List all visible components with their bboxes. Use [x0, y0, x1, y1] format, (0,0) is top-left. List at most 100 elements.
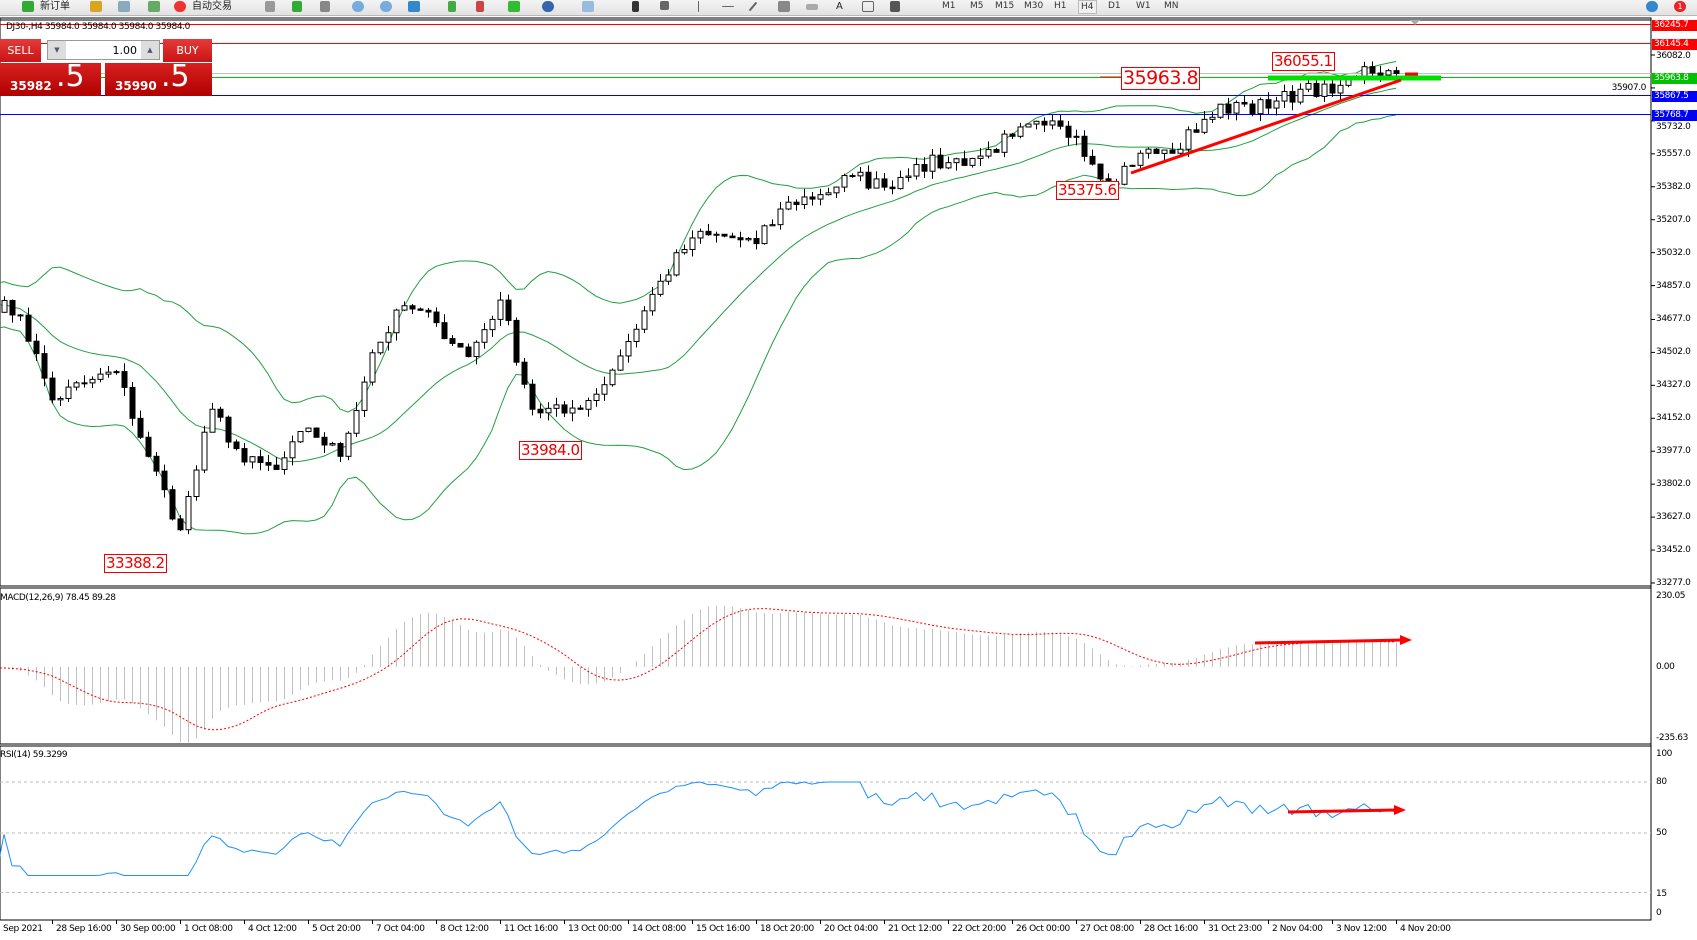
chart-title: DJ30-,H4 35984.0 35984.0 35984.0 35984.0	[6, 22, 190, 32]
chart-shift-icon[interactable]	[448, 1, 456, 12]
candle	[761, 225, 768, 245]
time-axis-label: 2 Nov 04:00	[1272, 924, 1323, 934]
red-trendline	[1130, 78, 1402, 175]
annotation-low-mid[interactable]: 33984.0	[519, 441, 582, 460]
sell-price-box[interactable]: 35982 .5	[0, 59, 101, 96]
candle	[121, 371, 128, 388]
candle	[1041, 120, 1048, 126]
price-axis-label: 34857.0	[1656, 280, 1691, 291]
annotation-swing-low[interactable]: 35375.6	[1056, 181, 1119, 200]
candle	[1161, 149, 1168, 154]
line-chart-icon[interactable]	[320, 1, 330, 12]
notifications-icon[interactable]: 1	[1674, 1, 1686, 12]
new-order-icon[interactable]	[22, 1, 34, 12]
timeframe-h4[interactable]: H4	[1078, 0, 1097, 14]
candle	[377, 341, 384, 354]
cursor-icon[interactable]	[632, 1, 639, 12]
candle	[1073, 135, 1080, 138]
candle	[745, 238, 752, 241]
candle	[97, 373, 104, 380]
candle	[1313, 82, 1320, 97]
time-axis-label: 8 Oct 12:00	[440, 924, 489, 934]
time-axis-label: 26 Oct 00:00	[1016, 924, 1070, 934]
zoom-in-icon[interactable]	[352, 1, 364, 12]
candle	[1217, 103, 1224, 118]
candle	[649, 293, 656, 312]
candle	[577, 407, 584, 410]
templates-icon[interactable]	[582, 1, 594, 12]
equidistant-channel-icon[interactable]	[778, 1, 790, 12]
candle	[1049, 120, 1056, 126]
fibonacci-icon[interactable]	[806, 4, 818, 10]
candle	[721, 233, 728, 237]
candle	[345, 432, 352, 457]
bar-chart-icon[interactable]	[265, 1, 275, 12]
candle	[385, 332, 392, 343]
level-price-label: 36145.4	[1652, 38, 1697, 50]
new-order-button[interactable]: 新订单	[40, 1, 70, 12]
timeframe-h1[interactable]: H1	[1054, 1, 1067, 11]
timeframe-mn[interactable]: MN	[1164, 1, 1179, 11]
timeframe-m15[interactable]: M15	[995, 1, 1015, 11]
signal-icon[interactable]	[148, 1, 160, 12]
candle	[1025, 123, 1032, 128]
auto-trading-icon[interactable]	[174, 1, 186, 12]
sell-button[interactable]: SELL	[0, 39, 41, 62]
candle	[521, 361, 528, 385]
candle	[825, 192, 832, 196]
candle	[849, 175, 856, 178]
candle	[1145, 148, 1152, 154]
candle	[465, 346, 472, 358]
buy-button[interactable]: BUY	[163, 39, 212, 62]
candle	[17, 314, 24, 317]
candle	[1369, 66, 1376, 74]
lot-size-input[interactable]: ▼ 1.00 ▲	[47, 40, 160, 60]
candle	[1201, 118, 1208, 133]
rsi-axis-0: 0	[1656, 908, 1662, 918]
candlestick-icon[interactable]	[292, 1, 302, 12]
rsi-axis-50: 50	[1656, 828, 1667, 838]
buy-price-box[interactable]: 35990 .5	[105, 59, 212, 96]
annotation-low[interactable]: 33388.2	[104, 554, 167, 573]
timeframe-m1[interactable]: M1	[942, 1, 956, 11]
candle	[105, 371, 112, 375]
candle	[953, 158, 960, 164]
lot-size-value: 1.00	[112, 44, 138, 57]
horizontal-line-icon[interactable]	[722, 6, 734, 7]
candle	[937, 154, 944, 169]
market-watch-icon[interactable]	[90, 1, 102, 12]
annotation-green-level[interactable]: 35963.8	[1121, 67, 1201, 90]
price-axis-label: 34677.0	[1656, 314, 1691, 325]
decrease-lot-button[interactable]: ▼	[48, 41, 66, 59]
candle	[1193, 129, 1200, 133]
time-axis-label: 27 Oct 08:00	[1080, 924, 1134, 934]
candle	[81, 382, 88, 385]
time-axis-label: 31 Oct 23:00	[1208, 924, 1262, 934]
vertical-line-icon[interactable]	[698, 1, 699, 12]
price-axis-label: 35032.0	[1656, 247, 1691, 258]
text-icon[interactable]: A	[836, 1, 843, 12]
timeframe-w1[interactable]: W1	[1136, 1, 1151, 11]
time-axis-label: 18 Oct 20:00	[760, 924, 814, 934]
candle	[985, 149, 992, 157]
autoscroll-icon[interactable]	[476, 1, 484, 12]
timeframe-d1[interactable]: D1	[1108, 1, 1121, 11]
crosshair-icon[interactable]	[660, 1, 669, 10]
text-label-icon[interactable]	[862, 1, 874, 12]
timeframe-m5[interactable]: M5	[970, 1, 984, 11]
candle	[161, 470, 168, 491]
increase-lot-button[interactable]: ▲	[141, 41, 159, 59]
zoom-out-icon[interactable]	[380, 1, 392, 12]
navigator-icon[interactable]	[118, 1, 130, 12]
candle	[833, 186, 840, 194]
annotation-high[interactable]: 36055.1	[1272, 52, 1335, 71]
periods-icon[interactable]	[542, 1, 554, 12]
search-icon[interactable]	[1646, 1, 1658, 12]
timeframe-m30[interactable]: M30	[1024, 1, 1044, 11]
auto-trading-button[interactable]: 自动交易	[192, 1, 232, 12]
tile-windows-icon[interactable]	[408, 1, 420, 12]
time-axis-label: 28 Oct 16:00	[1144, 924, 1198, 934]
indicators-icon[interactable]	[508, 1, 520, 12]
arrows-icon[interactable]	[890, 1, 900, 12]
